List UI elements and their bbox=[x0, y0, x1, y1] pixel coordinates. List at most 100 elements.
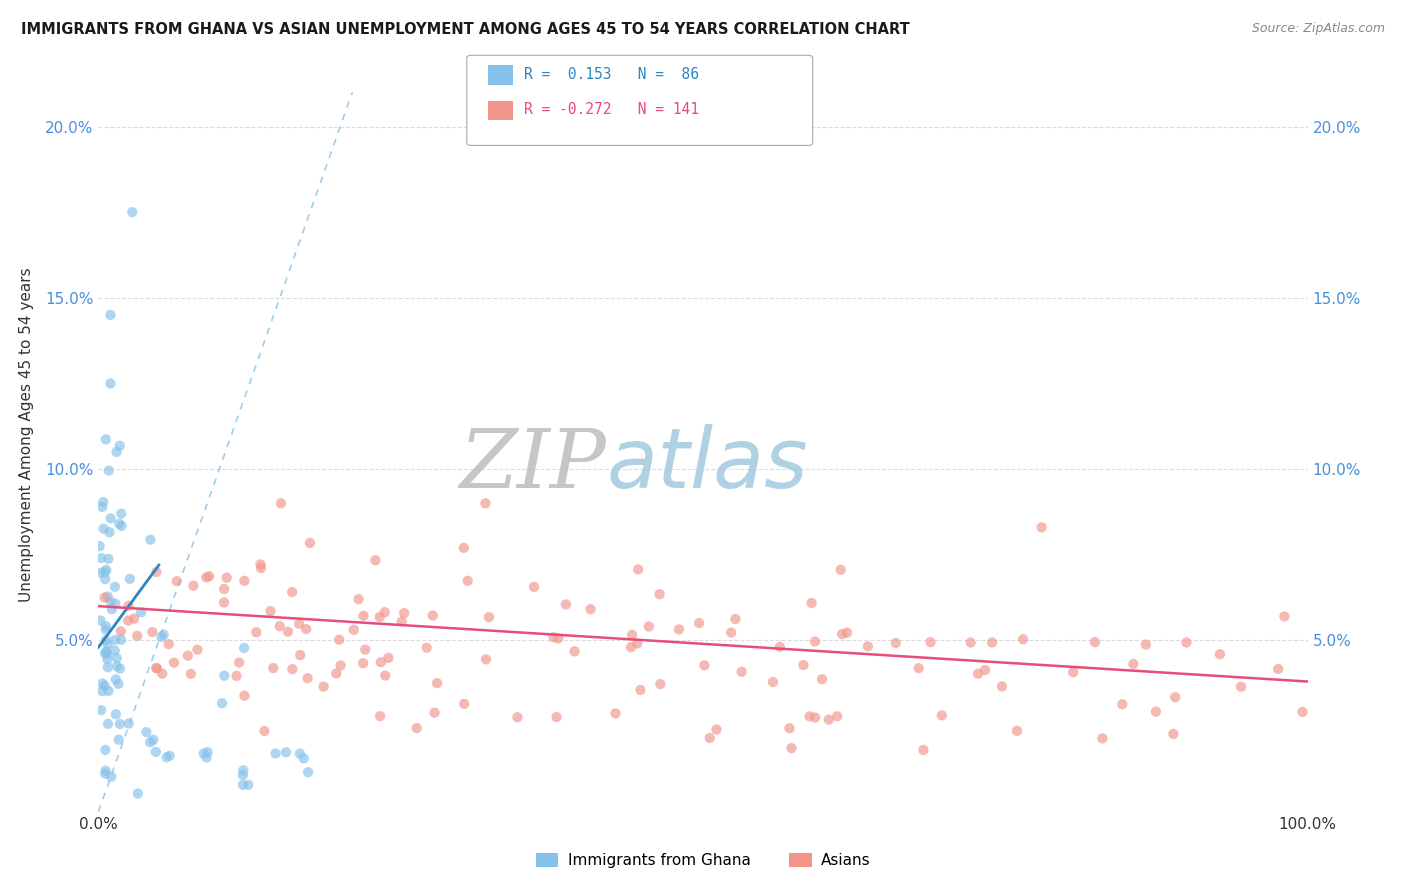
Point bbox=[415, 640, 437, 655]
Point bbox=[1091, 731, 1114, 746]
Point bbox=[354, 642, 377, 657]
Text: ZIP: ZIP bbox=[460, 425, 606, 505]
Point bbox=[1135, 638, 1157, 652]
Point bbox=[129, 605, 152, 619]
Point bbox=[780, 741, 803, 756]
Point bbox=[186, 642, 208, 657]
Point bbox=[391, 615, 413, 629]
Point bbox=[792, 658, 814, 673]
Point bbox=[97, 716, 120, 731]
Point bbox=[288, 747, 311, 761]
Point bbox=[91, 676, 114, 690]
Point bbox=[693, 658, 716, 673]
Point bbox=[233, 574, 256, 588]
Point bbox=[405, 721, 427, 735]
Point bbox=[157, 637, 180, 651]
Point bbox=[835, 625, 858, 640]
Point bbox=[831, 627, 853, 641]
Point bbox=[277, 624, 299, 639]
Point bbox=[156, 750, 179, 764]
Point bbox=[212, 582, 235, 596]
Point bbox=[100, 770, 122, 784]
Point bbox=[127, 787, 149, 801]
Point bbox=[650, 677, 672, 691]
Point bbox=[94, 633, 117, 648]
Point bbox=[110, 632, 132, 647]
Point bbox=[97, 552, 120, 566]
Point bbox=[90, 614, 112, 628]
Point bbox=[1267, 662, 1289, 676]
Point bbox=[628, 683, 651, 698]
Point bbox=[233, 689, 256, 703]
Point bbox=[105, 651, 128, 665]
Point bbox=[108, 516, 131, 531]
Point bbox=[97, 637, 120, 651]
Point bbox=[100, 595, 122, 609]
Point bbox=[621, 628, 644, 642]
Point bbox=[110, 518, 132, 533]
Point bbox=[325, 666, 347, 681]
Point bbox=[292, 751, 315, 765]
Point bbox=[648, 587, 671, 601]
Point bbox=[811, 672, 834, 686]
Point bbox=[104, 643, 127, 657]
Point bbox=[1163, 727, 1185, 741]
Text: atlas: atlas bbox=[606, 425, 808, 506]
Point bbox=[108, 662, 131, 676]
Point bbox=[166, 574, 188, 589]
Point bbox=[100, 511, 122, 525]
Point bbox=[478, 610, 501, 624]
Point bbox=[91, 500, 114, 514]
Point bbox=[93, 679, 115, 693]
Point bbox=[183, 579, 205, 593]
Point bbox=[329, 658, 352, 673]
Point bbox=[426, 676, 449, 690]
Point bbox=[96, 644, 118, 658]
Point bbox=[1274, 609, 1296, 624]
Point bbox=[392, 606, 415, 620]
Point bbox=[523, 580, 546, 594]
Point bbox=[214, 668, 236, 682]
Point bbox=[233, 640, 256, 655]
Text: Source: ZipAtlas.com: Source: ZipAtlas.com bbox=[1251, 22, 1385, 36]
Point bbox=[907, 661, 929, 675]
Point bbox=[253, 724, 276, 739]
Point bbox=[799, 709, 821, 723]
Point bbox=[804, 710, 827, 724]
Point bbox=[195, 750, 218, 764]
Point bbox=[93, 591, 115, 605]
Point bbox=[110, 507, 132, 521]
Point bbox=[1012, 632, 1035, 647]
Point bbox=[93, 495, 115, 509]
Point bbox=[475, 652, 498, 666]
Point bbox=[706, 723, 728, 737]
Point bbox=[142, 732, 165, 747]
Point bbox=[564, 644, 586, 658]
Point bbox=[423, 706, 446, 720]
Point bbox=[298, 536, 321, 550]
Point bbox=[94, 766, 117, 780]
Point bbox=[312, 680, 335, 694]
Point bbox=[1084, 635, 1107, 649]
Point bbox=[579, 602, 602, 616]
Point bbox=[198, 569, 221, 583]
Point bbox=[364, 553, 387, 567]
Point bbox=[145, 661, 167, 675]
Point bbox=[259, 604, 281, 618]
Point bbox=[228, 656, 250, 670]
Point bbox=[100, 308, 122, 322]
Point bbox=[274, 745, 297, 759]
Point bbox=[104, 597, 127, 611]
Point bbox=[150, 666, 173, 681]
Point bbox=[96, 563, 118, 577]
Point bbox=[91, 684, 114, 698]
Point bbox=[377, 651, 399, 665]
Point bbox=[352, 657, 374, 671]
Point bbox=[688, 615, 710, 630]
Point bbox=[232, 768, 254, 782]
Point bbox=[104, 673, 127, 687]
Point bbox=[1031, 520, 1053, 534]
Point bbox=[212, 595, 235, 609]
Point bbox=[547, 632, 569, 646]
Point bbox=[89, 539, 111, 553]
